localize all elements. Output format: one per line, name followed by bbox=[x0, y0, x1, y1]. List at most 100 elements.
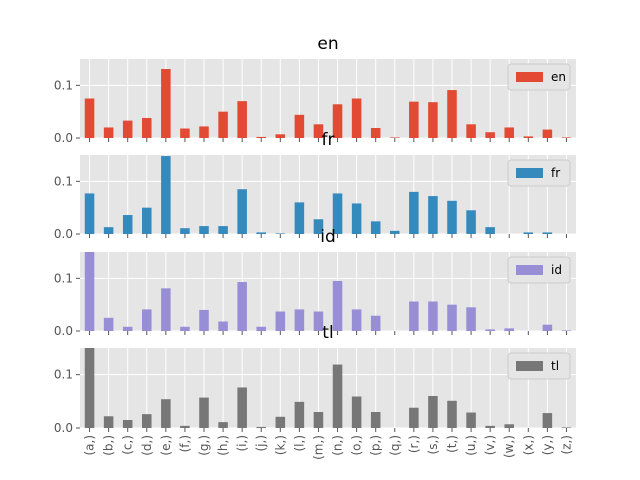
x-tick-label: (g,) bbox=[197, 435, 211, 456]
bar-id-14 bbox=[351, 309, 362, 331]
plot-background bbox=[80, 155, 576, 234]
bar-fr-17 bbox=[409, 191, 419, 234]
x-tick-label: (u,) bbox=[464, 435, 478, 456]
plot-background bbox=[80, 348, 576, 428]
bar-en-10 bbox=[275, 134, 286, 138]
x-tick-label: (r,) bbox=[407, 435, 421, 453]
y-tick-label: 0.0 bbox=[54, 324, 73, 338]
bar-tl-1 bbox=[103, 416, 114, 428]
bar-fr-14 bbox=[351, 203, 362, 234]
bar-tl-24 bbox=[542, 413, 553, 428]
bar-en-16 bbox=[390, 137, 400, 138]
legend-label-en: en bbox=[551, 70, 566, 84]
x-tick-label: (j,) bbox=[254, 435, 268, 452]
bar-tl-13 bbox=[332, 364, 343, 428]
bar-id-25 bbox=[561, 330, 572, 331]
bar-tl-2 bbox=[122, 420, 133, 428]
panel-title-en: en bbox=[317, 34, 338, 54]
bar-fr-24 bbox=[542, 232, 553, 234]
x-tick-label: (v,) bbox=[483, 435, 497, 455]
bar-en-8 bbox=[237, 101, 247, 138]
bar-tl-17 bbox=[409, 407, 419, 428]
plot-background bbox=[80, 252, 576, 331]
bar-fr-20 bbox=[466, 210, 476, 234]
bar-en-19 bbox=[447, 90, 457, 138]
bar-en-15 bbox=[370, 127, 381, 138]
panel-title-id: id bbox=[320, 227, 336, 247]
panel-tl: 0.0 0.1 tl tl bbox=[54, 323, 576, 435]
panel-en: 0.0 0.1 en en bbox=[54, 34, 576, 145]
y-tick-label: 0.0 bbox=[54, 421, 73, 435]
bar-en-18 bbox=[428, 102, 438, 138]
bar-en-25 bbox=[561, 137, 572, 138]
bar-fr-3 bbox=[142, 207, 152, 234]
legend-swatch bbox=[516, 265, 543, 275]
bar-fr-5 bbox=[180, 228, 190, 234]
bar-en-20 bbox=[466, 124, 476, 138]
bar-id-18 bbox=[428, 301, 438, 331]
bar-tl-25 bbox=[561, 427, 572, 428]
bar-tl-9 bbox=[256, 426, 266, 428]
legend-label-tl: tl bbox=[551, 359, 559, 373]
y-tick-label: 0.1 bbox=[54, 368, 73, 382]
x-tick-label: (w,) bbox=[502, 435, 516, 458]
x-tick-label: (l,) bbox=[292, 435, 306, 452]
x-tick-label: (t,) bbox=[445, 435, 459, 453]
bar-id-9 bbox=[256, 326, 266, 331]
bar-tl-10 bbox=[275, 416, 286, 428]
bar-tl-20 bbox=[466, 412, 476, 428]
bar-fr-11 bbox=[294, 202, 305, 234]
y-tick-label: 0.0 bbox=[54, 227, 73, 241]
x-tick-label: (b,) bbox=[102, 435, 116, 456]
bar-id-2 bbox=[122, 326, 133, 331]
bar-tl-11 bbox=[294, 401, 305, 428]
bar-tl-8 bbox=[237, 387, 247, 428]
bar-id-1 bbox=[103, 317, 114, 331]
x-tick-label: (h,) bbox=[216, 435, 230, 456]
bar-id-10 bbox=[275, 311, 286, 331]
bar-en-22 bbox=[504, 127, 514, 138]
legend-label-fr: fr bbox=[551, 166, 560, 180]
bar-id-24 bbox=[542, 324, 553, 331]
x-tick-label: (z,) bbox=[559, 435, 573, 454]
y-tick-label: 0.0 bbox=[54, 131, 73, 145]
bar-fr-9 bbox=[256, 232, 266, 234]
bar-en-21 bbox=[485, 132, 495, 138]
bar-id-8 bbox=[237, 282, 247, 331]
x-tick-label: (m,) bbox=[311, 435, 325, 460]
bar-en-2 bbox=[122, 120, 133, 138]
bar-tl-0 bbox=[84, 348, 95, 428]
bar-tl-15 bbox=[370, 412, 381, 428]
bar-fr-1 bbox=[103, 227, 114, 234]
x-tick-label: (n,) bbox=[331, 435, 345, 456]
bar-fr-12 bbox=[313, 219, 324, 234]
bar-id-7 bbox=[218, 321, 228, 331]
plot-background bbox=[80, 59, 576, 138]
bar-en-4 bbox=[161, 69, 171, 138]
bar-fr-10 bbox=[275, 233, 286, 234]
bar-tl-21 bbox=[485, 425, 495, 428]
bar-en-5 bbox=[180, 128, 190, 138]
y-tick-label: 0.1 bbox=[54, 78, 73, 92]
bar-tl-18 bbox=[428, 396, 438, 428]
bar-id-3 bbox=[142, 309, 152, 331]
bar-fr-13 bbox=[332, 193, 343, 234]
x-tick-label: (e,) bbox=[159, 435, 173, 456]
bar-en-6 bbox=[199, 126, 209, 138]
legend-swatch bbox=[516, 72, 543, 82]
bar-fr-16 bbox=[390, 230, 400, 234]
bar-id-11 bbox=[294, 309, 305, 331]
x-tick-label: (f,) bbox=[178, 435, 192, 452]
x-tick-label: (q,) bbox=[388, 435, 402, 456]
bar-tl-22 bbox=[504, 424, 514, 428]
bar-id-5 bbox=[180, 326, 190, 331]
bar-tl-14 bbox=[351, 396, 362, 428]
bar-fr-2 bbox=[122, 215, 133, 234]
bar-fr-15 bbox=[370, 221, 381, 234]
bar-en-0 bbox=[84, 98, 95, 138]
x-tick-label: (p,) bbox=[369, 435, 383, 456]
bar-fr-18 bbox=[428, 196, 438, 234]
legend-swatch bbox=[516, 361, 543, 371]
legend-swatch bbox=[516, 168, 543, 178]
bar-id-22 bbox=[504, 328, 514, 331]
